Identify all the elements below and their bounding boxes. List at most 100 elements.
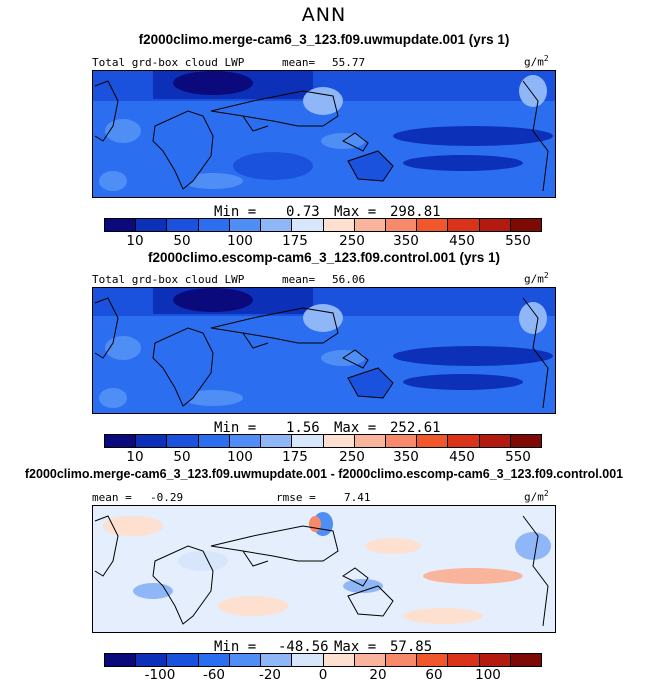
colorbar-swatch — [105, 435, 137, 447]
colorbar-swatch — [417, 219, 449, 231]
colorbar-swatch — [229, 219, 262, 231]
panel-1-tick: 50 — [173, 233, 191, 249]
panel-1-colorbar — [104, 218, 542, 232]
panel-2-variable-label: Total grd-box cloud LWP — [92, 273, 245, 286]
panel-3-rmse-label: rmse = — [276, 491, 316, 504]
colorbar-swatch — [261, 654, 293, 666]
colorbar-swatch — [417, 654, 449, 666]
colorbar-swatch — [292, 219, 324, 231]
colorbar-swatch — [479, 219, 511, 231]
panel-2-map — [92, 287, 556, 414]
colorbar-swatch — [510, 654, 542, 666]
panel-2-min-label: Min = — [214, 420, 257, 436]
colorbar-swatch — [105, 654, 137, 666]
colorbar-swatch — [136, 654, 168, 666]
panel-1-units: g/m2 — [524, 54, 549, 69]
panel-3-colorbar — [104, 653, 542, 667]
panel-3-tick: 20 — [369, 667, 387, 683]
colorbar-swatch — [385, 654, 418, 666]
colorbar-swatch — [354, 219, 386, 231]
colorbar-swatch — [198, 219, 230, 231]
panel-2-tick: 10 — [126, 449, 144, 465]
panel-1-map — [92, 70, 556, 198]
panel-1-tick: 10 — [126, 233, 144, 249]
panel-3-min-label: Min = — [214, 639, 257, 655]
colorbar-swatch — [136, 219, 168, 231]
panel-3-mean-label: mean = — [92, 491, 132, 504]
panel-3-tick: 0 — [318, 667, 328, 683]
panel-3-min-value: -48.56 — [278, 639, 329, 655]
panel-3-case-title: f2000climo.merge-cam6_3_123.f09.uwmupdat… — [24, 467, 624, 481]
panel-2-case-title: f2000climo.escomp-cam6_3_123.f09.control… — [148, 250, 500, 265]
colorbar-swatch — [479, 654, 511, 666]
panel-2-tick: 250 — [339, 449, 365, 465]
colorbar-swatch — [385, 435, 418, 447]
colorbar-swatch — [229, 654, 262, 666]
panel-3-units: g/m2 — [524, 489, 549, 504]
panel-1-min-value: 0.73 — [286, 204, 320, 220]
colorbar-swatch — [292, 654, 324, 666]
colorbar-swatch — [510, 435, 542, 447]
panel-2-mean-value: 56.06 — [332, 273, 366, 286]
panel-3-max-value: 57.85 — [390, 639, 433, 655]
panel-3-max-label: Max = — [334, 639, 377, 655]
panel-2-colorbar — [104, 434, 542, 448]
panel-1-tick: 175 — [282, 233, 308, 249]
colorbar-swatch — [229, 435, 262, 447]
panel-2-tick: 175 — [282, 449, 308, 465]
panel-2-mean-label: mean= — [282, 273, 316, 286]
panel-3-rmse-value: 7.41 — [344, 491, 371, 504]
colorbar-swatch — [354, 654, 386, 666]
panel-2-tick: 450 — [449, 449, 475, 465]
panel-2-tick: 350 — [393, 449, 419, 465]
panel-1-mean-value: 55.77 — [332, 56, 366, 69]
colorbar-swatch — [167, 219, 199, 231]
colorbar-swatch — [510, 219, 542, 231]
colorbar-swatch — [261, 219, 293, 231]
panel-3-tick: -60 — [202, 667, 226, 683]
colorbar-swatch — [167, 435, 199, 447]
colorbar-swatch — [448, 219, 480, 231]
colorbar-swatch — [167, 654, 199, 666]
colorbar-swatch — [292, 435, 324, 447]
panel-1-max-value: 298.81 — [390, 204, 441, 220]
colorbar-swatch — [479, 435, 511, 447]
panel-3-map — [92, 505, 556, 633]
panel-1-min-label: Min = — [214, 204, 257, 220]
colorbar-swatch — [448, 654, 480, 666]
panel-3-tick: -20 — [258, 667, 282, 683]
panel-3-tick: 100 — [475, 667, 501, 683]
colorbar-swatch — [136, 435, 168, 447]
panel-2-max-label: Max = — [334, 420, 377, 436]
panel-2-tick: 100 — [227, 449, 253, 465]
colorbar-swatch — [198, 654, 230, 666]
panel-1-variable-label: Total grd-box cloud LWP — [92, 56, 245, 69]
panel-1-tick: 100 — [227, 233, 253, 249]
panel-3-tick: -100 — [144, 667, 176, 683]
panel-2-units: g/m2 — [524, 271, 549, 286]
panel-1-case-title: f2000climo.merge-cam6_3_123.f09.uwmupdat… — [138, 32, 510, 47]
colorbar-swatch — [417, 435, 449, 447]
panel-3-tick: 60 — [425, 667, 443, 683]
panel-1-tick: 350 — [393, 233, 419, 249]
colorbar-swatch — [448, 435, 480, 447]
colorbar-swatch — [323, 435, 355, 447]
panel-3-mean-value: -0.29 — [150, 491, 184, 504]
panel-1-tick: 250 — [339, 233, 365, 249]
colorbar-swatch — [198, 435, 230, 447]
colorbar-swatch — [323, 654, 355, 666]
panel-1-max-label: Max = — [334, 204, 377, 220]
panel-1-mean-label: mean= — [282, 56, 316, 69]
panel-1-tick: 450 — [449, 233, 475, 249]
colorbar-swatch — [385, 219, 418, 231]
panel-2-max-value: 252.61 — [390, 420, 441, 436]
colorbar-swatch — [261, 435, 293, 447]
main-title: ANN — [301, 4, 347, 26]
colorbar-swatch — [354, 435, 386, 447]
colorbar-swatch — [323, 219, 355, 231]
panel-1-tick: 550 — [505, 233, 531, 249]
panel-2-min-value: 1.56 — [286, 420, 320, 436]
panel-2-tick: 50 — [173, 449, 191, 465]
colorbar-swatch — [105, 219, 137, 231]
panel-2-tick: 550 — [505, 449, 531, 465]
